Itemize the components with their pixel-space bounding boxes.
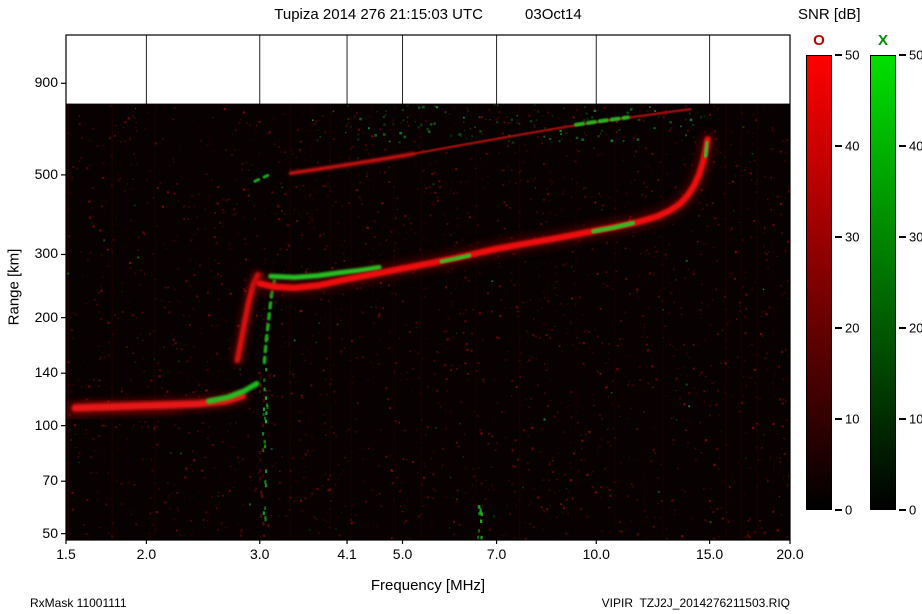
x-colorbar-tick — [899, 54, 906, 56]
trace-f-trace-x-patch-1 — [439, 253, 472, 264]
trace-f-trace-x-patch-2 — [591, 220, 636, 234]
echo-traces — [66, 107, 715, 423]
x-mode-label: X — [877, 32, 888, 49]
y-tick-label: 500 — [34, 165, 58, 182]
trace-second-hop-o-bright — [288, 152, 416, 176]
rfi-stripes — [66, 103, 776, 540]
x-tick-label: 4.1 — [337, 546, 357, 562]
o-colorbar-tick-label: 30 — [845, 229, 860, 245]
x-colorbar-tick-label: 10 — [909, 411, 922, 427]
x-tick-label: 10.0 — [582, 546, 610, 562]
x-colorbar-tick-label: 0 — [909, 502, 917, 518]
title-date: 03Oct14 — [525, 6, 582, 23]
x-colorbar-tick — [899, 509, 906, 511]
rxmask-label: RxMask 11001111 — [30, 596, 127, 610]
trace-e-layer-x — [206, 380, 260, 404]
x-colorbar-tick — [899, 327, 906, 329]
ionogram-data — [66, 103, 790, 540]
y-tick-label: 140 — [34, 364, 58, 381]
o-colorbar-tick-label: 0 — [845, 502, 853, 518]
trace-f-trace-x — [268, 265, 382, 280]
trace-f-trace-o — [256, 136, 711, 292]
o-colorbar-tick-label: 10 — [845, 411, 860, 427]
o-colorbar — [806, 55, 832, 510]
x-colorbar-tick-label: 20 — [909, 320, 922, 336]
trace-f-trace-x-patch-3 — [703, 140, 710, 158]
title-station-time: Tupiza 2014 276 21:15:03 UTC — [274, 6, 484, 23]
snr-scale-title: SNR [dB] — [798, 6, 861, 23]
o-colorbar-tick — [835, 509, 842, 511]
o-colorbar-tick-label: 40 — [845, 138, 860, 154]
o-colorbar-tick-label: 50 — [845, 47, 860, 63]
o-colorbar-tick — [835, 418, 842, 420]
plot-border — [65, 34, 791, 541]
o-colorbar-tick — [835, 54, 842, 56]
data-region — [66, 103, 790, 540]
x-colorbar-tick-label: 30 — [909, 229, 922, 245]
o-colorbar-tick — [835, 145, 842, 147]
y-tick-label: 200 — [34, 308, 58, 325]
x-tick-label: 1.5 — [56, 546, 76, 562]
x-colorbar-tick — [899, 418, 906, 420]
x-tick-label: 2.0 — [136, 546, 157, 562]
x-colorbar-tick — [899, 236, 906, 238]
x-tick-label: 15.0 — [695, 546, 724, 562]
o-colorbar-tick — [835, 327, 842, 329]
y-tick-label: 70 — [42, 472, 58, 489]
trace-second-hop-x-patch — [574, 115, 630, 127]
x-colorbar-tick-label: 40 — [909, 138, 922, 154]
filename-label: VIPIR TZJ2J_2014276211503.RIQ — [601, 596, 790, 610]
y-tick-label: 100 — [34, 416, 58, 433]
o-colorbar-tick-label: 20 — [845, 320, 860, 336]
y-tick-label: 900 — [34, 74, 58, 91]
o-mode-label: O — [813, 32, 825, 49]
axis-ticks — [61, 82, 791, 544]
noise-speckle — [67, 103, 790, 540]
y-tick-label: 50 — [42, 524, 58, 541]
x-colorbar-tick-label: 50 — [909, 47, 922, 63]
x-axis-label: Frequency [MHz] — [370, 577, 486, 594]
trace-f1-cusp-x — [262, 276, 277, 365]
o-colorbar-tick — [835, 236, 842, 238]
trace-hop-start-green — [253, 173, 271, 183]
trace-e-layer-o — [71, 392, 246, 412]
x-colorbar — [870, 55, 896, 510]
x-tick-label: 5.0 — [392, 546, 413, 562]
x-tick-label: 20.0 — [776, 546, 804, 562]
y-tick-label: 300 — [34, 245, 58, 262]
x-colorbar-tick — [899, 145, 906, 147]
x-tick-label: 3.0 — [250, 546, 270, 562]
plot-title: Tupiza 2014 276 21:15:03 UTC 03Oct14 — [66, 6, 790, 23]
x-tick-label: 7.0 — [486, 546, 507, 562]
